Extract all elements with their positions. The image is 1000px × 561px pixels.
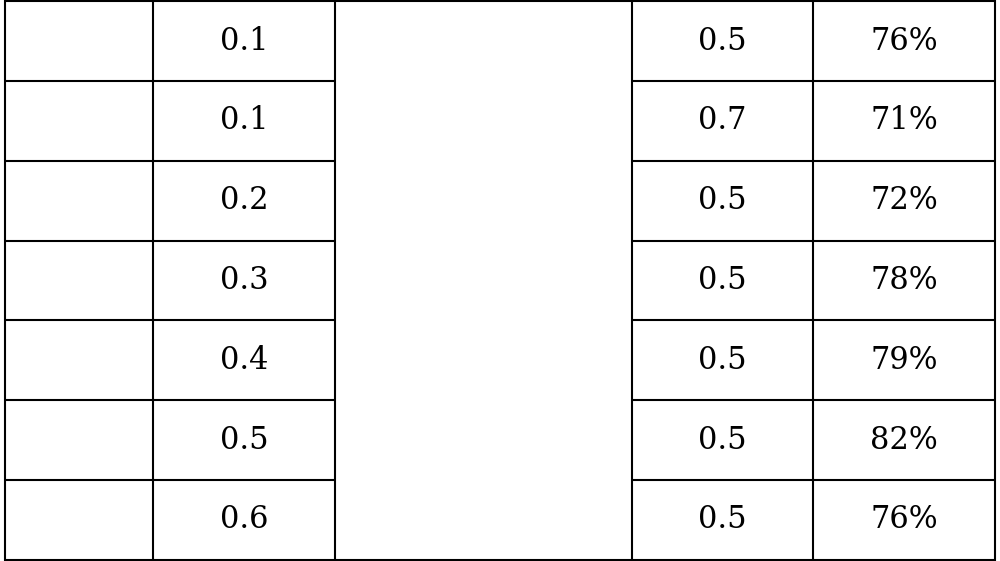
Text: 71%: 71% [870, 105, 938, 136]
Text: 0.5: 0.5 [698, 26, 747, 57]
Text: 78%: 78% [870, 265, 938, 296]
Text: 72%: 72% [870, 185, 938, 216]
Text: 76%: 76% [870, 26, 938, 57]
Text: 0.5: 0.5 [220, 425, 268, 456]
Text: 0.5: 0.5 [698, 345, 747, 376]
Text: 76%: 76% [870, 504, 938, 535]
Text: 0.5: 0.5 [698, 265, 747, 296]
Text: 0.4: 0.4 [220, 345, 268, 376]
Text: 79%: 79% [870, 345, 938, 376]
Text: 0.1: 0.1 [220, 26, 268, 57]
Text: 0.3: 0.3 [220, 265, 268, 296]
Text: 0.2: 0.2 [220, 185, 268, 216]
Text: 0.5: 0.5 [698, 185, 747, 216]
Text: 0.5: 0.5 [698, 504, 747, 535]
Text: 0.1: 0.1 [220, 105, 268, 136]
Text: 82%: 82% [870, 425, 938, 456]
Text: 0.5: 0.5 [698, 425, 747, 456]
Text: 0.6: 0.6 [220, 504, 268, 535]
Text: 0.7: 0.7 [698, 105, 747, 136]
